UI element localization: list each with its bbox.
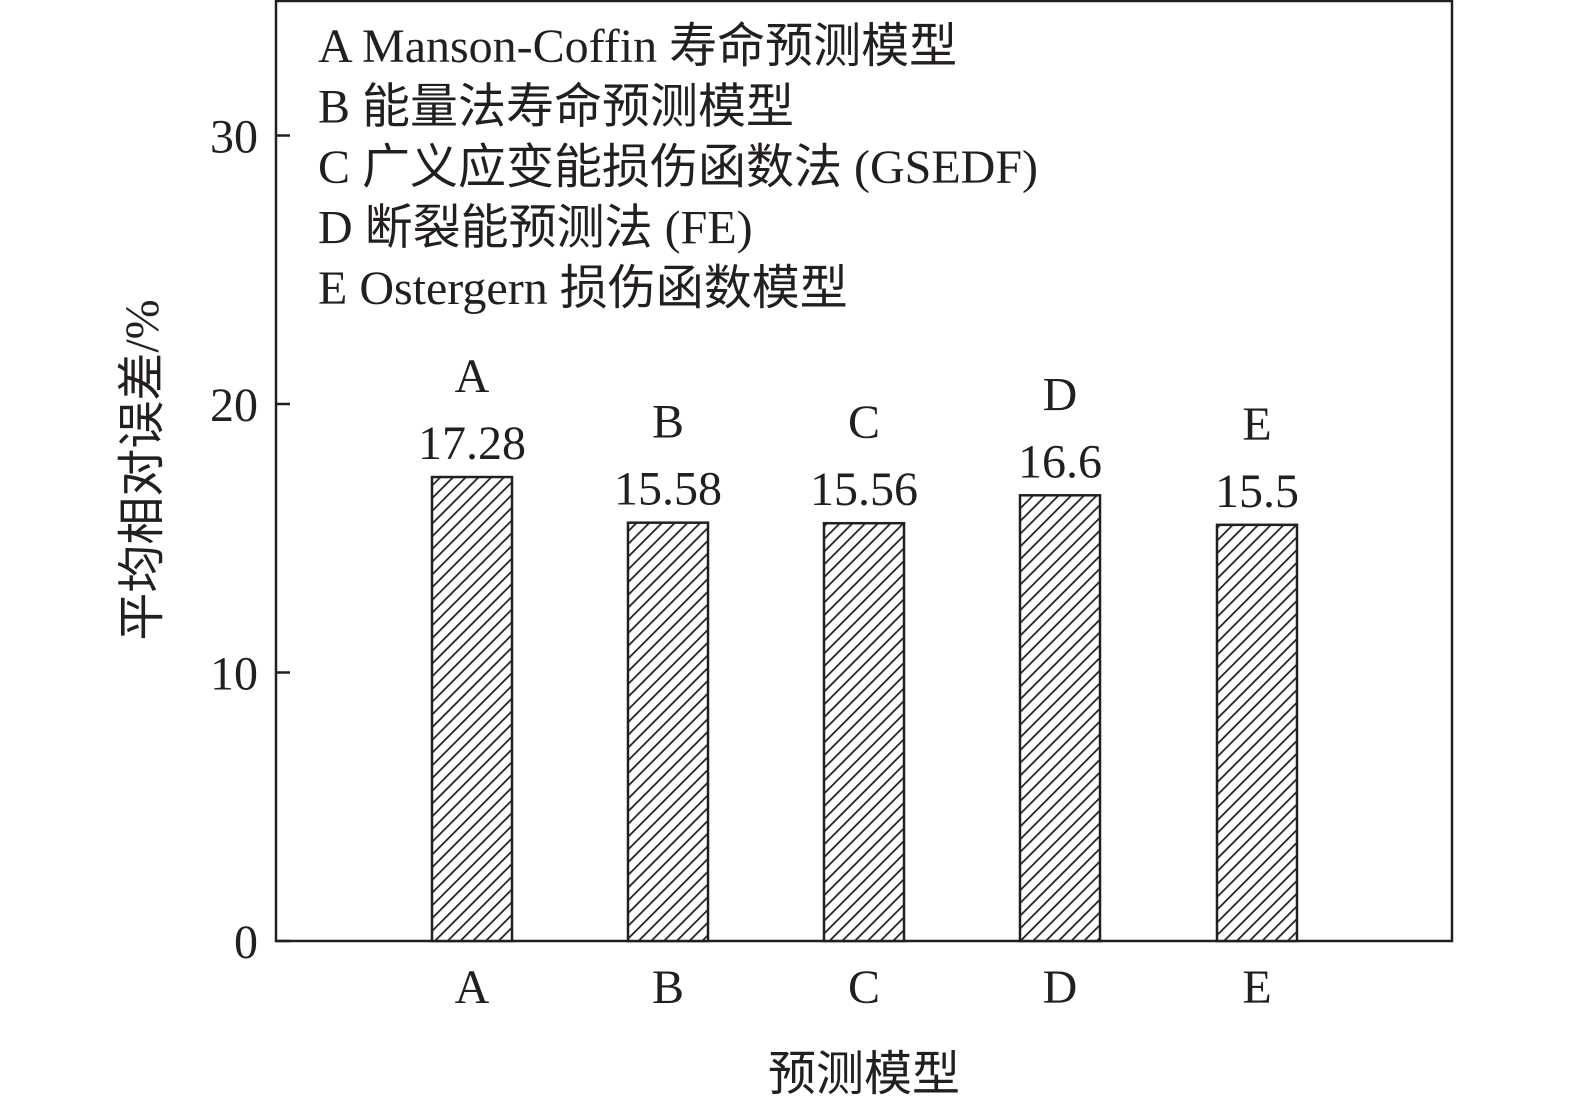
bar-E [1215,523,1299,943]
x-tick-label: B [652,961,684,1014]
bar-category-label: A [455,350,490,403]
bar-value-label: 15.5 [1215,465,1299,518]
legend-entry: E Ostergern 损伤函数模型 [318,262,848,315]
x-axis: A B C D E [455,961,1272,1014]
legend-entry: C 广义应变能损伤函数法 (GSEDF) [318,141,1038,194]
bar-value-label: 17.28 [418,417,526,470]
bar-D [1018,494,1102,943]
bar-B [626,521,710,943]
bar-value-label: 16.6 [1018,435,1102,488]
x-tick-label: E [1242,961,1271,1014]
legend-entry: D 断裂能预测法 (FE) [318,202,753,255]
x-tick-label: D [1043,961,1078,1014]
legend-entry: B 能量法寿命预测模型 [318,81,794,134]
bar-category-label: E [1242,398,1271,451]
bar-A [430,475,514,943]
legend-entry: A Manson-Coffin 寿命预测模型 [318,20,957,73]
y-tick-label: 30 [210,111,258,164]
bar-C [822,521,906,943]
x-axis-label: 预测模型 [768,1048,960,1101]
bar-category-label: D [1043,368,1078,421]
legend: A Manson-Coffin 寿命预测模型 B 能量法寿命预测模型 C 广义应变能… [318,20,1038,315]
y-tick-label: 0 [234,916,258,969]
y-tick-label: 10 [210,648,258,701]
y-axis: 0 10 20 30 [210,111,290,969]
x-tick-label: A [455,961,490,1014]
bar-category-label: C [848,396,880,449]
y-tick-label: 20 [210,379,258,432]
y-axis-label: 平均相对误差/% [116,299,169,640]
bars: 17.28 A 15.58 B 15.56 C 16.6 D 15.5 E [418,350,1299,943]
bar-value-label: 15.56 [810,463,918,516]
bar-category-label: B [652,396,684,449]
bar-value-label: 15.58 [614,463,722,516]
x-tick-label: C [848,961,880,1014]
